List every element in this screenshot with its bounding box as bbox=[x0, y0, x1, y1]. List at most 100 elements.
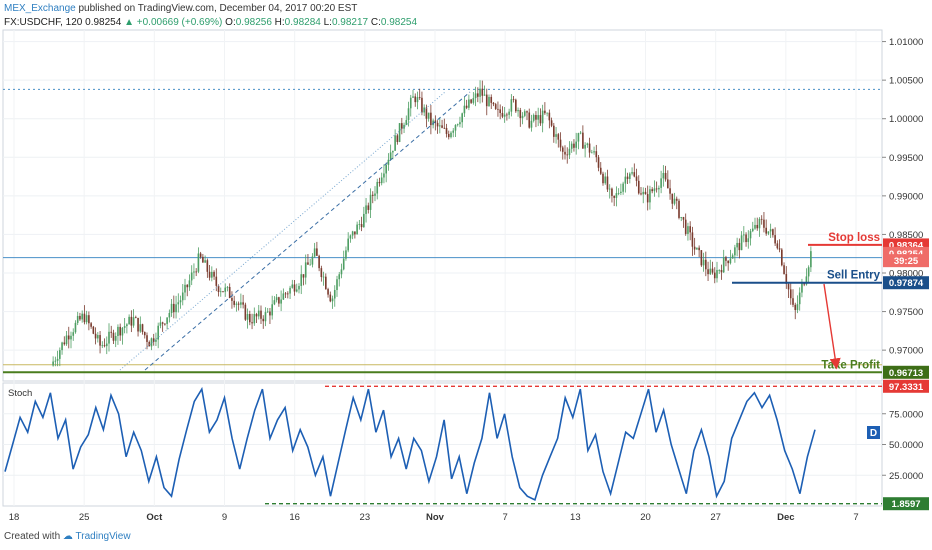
candle-body bbox=[320, 268, 323, 278]
candle-body bbox=[530, 120, 533, 128]
candle-body bbox=[237, 303, 240, 305]
price-tick-label: 0.97500 bbox=[889, 307, 923, 318]
candle-body bbox=[465, 105, 468, 108]
candle-body bbox=[751, 228, 754, 232]
candle-body bbox=[295, 289, 298, 292]
price-badge-label: 0.96713 bbox=[889, 368, 923, 379]
candle-body bbox=[781, 249, 783, 266]
candle-body bbox=[271, 304, 273, 316]
tradingview-brand[interactable]: TradingView bbox=[75, 531, 131, 542]
candle-body bbox=[132, 317, 135, 326]
candle-body bbox=[412, 96, 414, 98]
time-tick-label: 13 bbox=[570, 512, 581, 523]
candle-body bbox=[523, 111, 526, 116]
candle-body bbox=[228, 286, 231, 298]
time-tick-label: 7 bbox=[503, 512, 508, 523]
candle-body bbox=[226, 286, 229, 288]
candle-body bbox=[758, 218, 761, 229]
candle-body bbox=[452, 130, 455, 133]
candle-body bbox=[340, 269, 343, 275]
author-link[interactable]: MEX_Exchange bbox=[4, 3, 76, 14]
change-up-icon: ▲ bbox=[124, 17, 134, 28]
candle-body bbox=[273, 300, 276, 305]
candle-body bbox=[633, 172, 636, 177]
candle-body bbox=[65, 335, 68, 345]
candle-body bbox=[325, 276, 327, 290]
candle-body bbox=[349, 235, 352, 239]
candle-body bbox=[409, 97, 412, 109]
candle-body bbox=[291, 284, 294, 288]
candle-body bbox=[380, 177, 383, 184]
candle-body bbox=[108, 331, 110, 344]
candle-body bbox=[432, 120, 434, 126]
candle-body bbox=[423, 107, 425, 113]
stoch-d-marker bbox=[867, 426, 880, 439]
price-tick-label: 0.99500 bbox=[889, 153, 923, 164]
candle-body bbox=[798, 292, 801, 305]
stoch-name: Stoch bbox=[8, 388, 32, 399]
price-tick-label: 0.98500 bbox=[889, 230, 923, 241]
candle-body bbox=[407, 108, 410, 121]
candle-body bbox=[499, 109, 501, 114]
candle-body bbox=[219, 291, 222, 293]
candle-body bbox=[447, 133, 450, 138]
candle-body bbox=[709, 268, 712, 275]
candle-body bbox=[575, 141, 577, 148]
candle-body bbox=[561, 147, 564, 152]
candle-body bbox=[441, 125, 443, 128]
price-badge-label: 0.97874 bbox=[889, 278, 924, 289]
candle-body bbox=[351, 231, 354, 236]
candle-body bbox=[347, 238, 349, 251]
time-tick-label: 20 bbox=[640, 512, 651, 523]
candle-body bbox=[528, 112, 531, 128]
candle-body bbox=[242, 302, 244, 305]
level-annotation: Stop loss bbox=[828, 232, 880, 244]
candle-body bbox=[756, 224, 759, 229]
candle-body bbox=[360, 224, 363, 228]
time-tick-label: 7 bbox=[853, 512, 858, 523]
candle-body bbox=[72, 332, 75, 336]
candle-body bbox=[738, 242, 741, 251]
candle-body bbox=[792, 298, 794, 305]
candle-body bbox=[367, 205, 370, 210]
candle-body bbox=[313, 248, 316, 257]
candle-body bbox=[617, 192, 620, 194]
candle-body bbox=[655, 188, 658, 190]
candle-body bbox=[544, 110, 546, 114]
candle-body bbox=[637, 180, 640, 194]
candle-body bbox=[188, 280, 191, 288]
candle-body bbox=[765, 227, 767, 234]
candle-body bbox=[606, 176, 609, 190]
candle-body bbox=[691, 232, 694, 247]
candle-body bbox=[461, 113, 463, 123]
candle-body bbox=[126, 324, 128, 327]
candle-body bbox=[778, 248, 781, 250]
candle-body bbox=[157, 325, 159, 340]
candle-body bbox=[468, 99, 470, 108]
candle-body bbox=[418, 97, 421, 98]
candle-body bbox=[774, 235, 776, 244]
candle-body bbox=[678, 200, 680, 218]
price-badge bbox=[883, 276, 929, 290]
candle-body bbox=[123, 326, 126, 328]
candle-body bbox=[693, 246, 696, 250]
candle-body bbox=[374, 193, 376, 196]
candle-body bbox=[649, 189, 651, 203]
candle-body bbox=[588, 143, 591, 153]
candle-body bbox=[526, 111, 528, 113]
close-value: 0.98254 bbox=[380, 17, 418, 28]
candle-body bbox=[749, 231, 752, 239]
candle-body bbox=[810, 251, 812, 268]
candle-body bbox=[599, 167, 602, 174]
candle-body bbox=[139, 324, 142, 332]
candle-body bbox=[805, 276, 808, 285]
candle-body bbox=[720, 270, 723, 273]
candle-body bbox=[264, 312, 267, 322]
low-label: L: bbox=[323, 17, 332, 28]
candle-body bbox=[99, 335, 101, 346]
candle-body bbox=[626, 176, 629, 179]
candle-body bbox=[801, 283, 803, 293]
candle-body bbox=[553, 125, 555, 137]
candle-body bbox=[215, 276, 218, 286]
